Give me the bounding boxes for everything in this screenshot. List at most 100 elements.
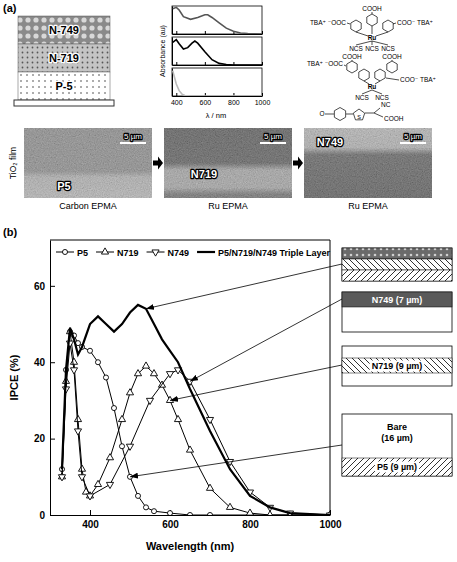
scale-label: 5 µm — [404, 132, 422, 141]
pointer-arrow — [130, 445, 342, 477]
tick-label: 600 — [200, 99, 212, 106]
tick-mark — [205, 31, 206, 34]
marker — [118, 415, 125, 421]
structures: COOHTBA⁺ ⁻OOCCOO⁻ TBA⁺RuNCSNCSNCSCOOHTBA… — [307, 5, 436, 122]
bond — [376, 32, 388, 36]
image — [304, 128, 432, 198]
marker — [86, 494, 93, 500]
axis-title: Wavelength (nm) — [146, 540, 235, 552]
atom-label: COOH — [342, 53, 362, 60]
tick: 600 — [162, 510, 179, 530]
marker — [166, 372, 173, 378]
ring — [351, 20, 361, 32]
legend-item: N749 — [147, 248, 190, 258]
atom-label: Ru — [368, 83, 377, 90]
tick: 20 — [34, 433, 55, 444]
marker — [70, 358, 77, 364]
marker — [74, 415, 81, 421]
flow-arrow — [293, 157, 303, 170]
tick-label: 800 — [242, 519, 259, 530]
atom-label: COO⁻ TBA⁺ — [400, 76, 436, 83]
tick-label: 400 — [82, 519, 99, 530]
atom-label: S — [357, 114, 361, 120]
pointer-arrow — [146, 264, 342, 309]
spectrum-line — [173, 40, 262, 65]
ring — [387, 61, 397, 73]
legend-label: P5/N719/N749 Triple Layer — [218, 248, 331, 258]
tick-label: 0 — [39, 510, 45, 521]
label-patch — [370, 361, 425, 372]
scale-bar — [260, 142, 286, 144]
substrate — [14, 100, 114, 106]
spectrum-line — [173, 7, 262, 34]
tick-label: 20 — [34, 433, 46, 444]
tick-mark — [50, 515, 55, 516]
tick: 1000 — [255, 93, 271, 106]
marker — [167, 511, 172, 515]
scale-bar — [400, 142, 426, 144]
marker — [174, 415, 181, 421]
legend-label: P5 — [77, 248, 88, 258]
atom-label: Ru — [368, 34, 377, 41]
bond — [392, 60, 393, 61]
tick-label: 800 — [228, 99, 240, 106]
marker — [134, 370, 141, 376]
legend-symbol — [101, 248, 108, 254]
marker — [135, 493, 140, 498]
scale-label: 5 µm — [264, 132, 282, 141]
axis-line — [51, 515, 331, 516]
ring — [367, 14, 377, 26]
layer-band — [342, 259, 452, 270]
panel-label: (b) — [3, 226, 17, 238]
layer-label: N-749 — [49, 24, 79, 36]
plot-area — [173, 71, 262, 96]
marker — [87, 348, 92, 353]
legend-item: P5/N719/N749 Triple Layer — [197, 248, 331, 258]
layer-band — [342, 248, 452, 259]
layer-box — [342, 292, 452, 332]
atom-label: NCS — [381, 45, 395, 52]
layer-label: N-719 — [49, 52, 79, 64]
tick-mark — [262, 31, 263, 34]
tick-mark — [176, 93, 177, 96]
series-line — [62, 332, 330, 515]
epma-images: 5 µmP5Carbon EPMA5 µmN719Ru EPMA5 µmN749… — [8, 128, 432, 211]
marker — [143, 505, 148, 510]
legend-label: N749 — [168, 248, 190, 258]
spectrum-line — [173, 71, 262, 96]
layer-box — [342, 248, 452, 281]
tick-mark — [205, 62, 206, 65]
atom-label: O — [319, 110, 324, 117]
marker — [166, 396, 173, 402]
axis-title: Absorbance (au) — [159, 25, 167, 77]
marker — [126, 444, 133, 450]
legend-symbol — [62, 249, 67, 254]
marker — [58, 475, 65, 481]
image-texture — [304, 128, 432, 198]
box-label: N719 (9 µm) — [372, 361, 423, 371]
plot-frame — [50, 240, 330, 241]
plot-area — [173, 7, 262, 34]
tick-label: 600 — [162, 519, 179, 530]
image-texture — [24, 128, 152, 198]
box-label: N749 (7 µm) — [372, 295, 423, 305]
legend-label: N719 — [117, 248, 139, 258]
tick — [262, 31, 263, 34]
legend-symbol — [197, 251, 215, 253]
marker — [206, 484, 213, 490]
bond — [352, 60, 353, 61]
image-label: N719 — [191, 168, 217, 180]
box-label: P5 (9 µm) — [377, 462, 417, 472]
tick-mark — [262, 62, 263, 65]
pointer-arrow — [170, 365, 342, 400]
marker — [142, 362, 149, 368]
bond — [393, 23, 396, 24]
layer-diagram: N-749N-719P-5 — [14, 16, 114, 106]
atom-label: NCS — [365, 45, 379, 52]
bond — [356, 32, 368, 36]
image-label: N749 — [317, 136, 343, 148]
tick: 0 — [39, 510, 55, 521]
atom-label: COOH — [382, 53, 402, 60]
marker — [146, 398, 153, 404]
legend: P5 N719 N749 P5/N719/N749 Triple Layer — [56, 248, 331, 258]
